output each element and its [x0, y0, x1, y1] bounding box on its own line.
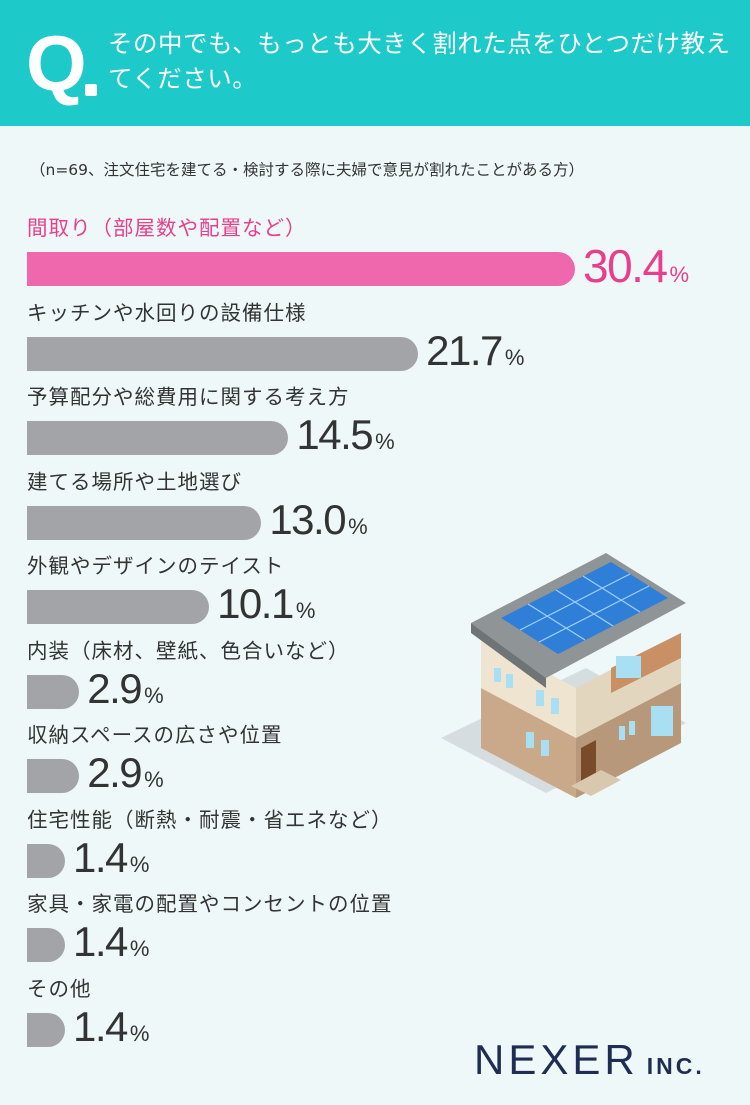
logo-sub: INC.: [646, 1053, 705, 1079]
bar: [27, 336, 419, 371]
value-number: 13.0: [269, 495, 346, 543]
value-unit: %: [129, 851, 150, 877]
value-unit: %: [348, 513, 368, 539]
value-number: 30.4: [583, 240, 668, 292]
value-unit: %: [295, 598, 316, 623]
value-number: 1.4: [73, 833, 128, 881]
bar: [27, 928, 65, 962]
bar-row: 予算配分や総費用に関する考え方 14.5%: [0, 383, 750, 473]
value-unit: %: [129, 936, 150, 961]
value-unit: %: [144, 682, 164, 708]
category-label: 予算配分や総費用に関する考え方: [27, 385, 350, 409]
bar: [27, 252, 575, 286]
value-unit: %: [504, 344, 525, 370]
bar-row: 外観やデザインのテイスト 10.1%: [0, 552, 750, 642]
value-label: 10.1%: [217, 578, 315, 630]
value-label: 14.5%: [296, 409, 394, 461]
bar-row: 建てる場所や土地選び 13.0%: [0, 468, 750, 558]
value-label: 1.4%: [73, 1001, 149, 1053]
category-label: キッチンや水回りの設備仕様: [27, 300, 307, 325]
category-label: 外観やデザインのテイスト: [27, 554, 285, 578]
value-number: 1.4: [73, 1002, 128, 1050]
value-label: 2.9%: [87, 663, 163, 715]
value-label: 2.9%: [87, 747, 163, 799]
value-number: 21.7: [426, 326, 503, 374]
category-label: その他: [27, 976, 92, 1001]
bar: [27, 421, 289, 455]
value-unit: %: [375, 429, 395, 454]
house-illustration: [441, 553, 686, 798]
value-number: 10.1: [217, 580, 294, 627]
q-dot: [85, 84, 97, 96]
bar: [27, 843, 65, 878]
value-unit: %: [129, 1020, 150, 1046]
category-label: 収納スペースの広さや位置: [27, 723, 283, 747]
bar-row: 間取り（部屋数や配置など） 30.4%: [0, 214, 750, 304]
value-number: 14.5: [296, 411, 373, 458]
value-number: 2.9: [87, 664, 142, 712]
value-unit: %: [669, 262, 690, 287]
category-label: 家具・家電の配置やコンセントの位置: [27, 892, 393, 916]
bar: [27, 590, 210, 624]
question-text: その中でも、もっとも大きく割れた点をひとつだけ教えてください。: [108, 29, 731, 93]
nexer-logo: NEXER INC.: [474, 1036, 705, 1084]
q-mark: Q: [26, 19, 87, 107]
question-header: Q その中でも、もっとも大きく割れた点をひとつだけ教えてください。: [0, 0, 750, 126]
category-label: 住宅性能（断熱・耐震・省エネなど）: [27, 807, 393, 832]
sample-note: （n=69、注文住宅を建てる・検討する際に夫婦で意見が割れたことがある方）: [30, 161, 585, 179]
logo-main: NEXER: [474, 1036, 639, 1083]
category-label: 内装（床材、壁紙、色合いなど）: [27, 638, 350, 663]
bar: [27, 759, 80, 793]
value-label: 1.4%: [73, 832, 149, 884]
value-label: 13.0%: [269, 494, 367, 546]
bar-row: 内装（床材、壁紙、色合いなど） 2.9%: [0, 637, 750, 727]
bar: [27, 505, 262, 540]
value-number: 1.4: [73, 918, 128, 965]
bar: [27, 674, 80, 709]
category-label: 建てる場所や土地選び: [27, 469, 242, 494]
bar: [27, 1012, 65, 1047]
value-label: 30.4%: [583, 240, 689, 292]
bar-row: その他 1.4%: [0, 975, 750, 1065]
bar-row: キッチンや水回りの設備仕様 21.7%: [0, 299, 750, 389]
bar-row: 家具・家電の配置やコンセントの位置 1.4%: [0, 890, 750, 980]
category-label: 間取り（部屋数や配置など）: [27, 216, 307, 240]
value-number: 2.9: [87, 749, 142, 796]
bar-row: 住宅性能（断熱・耐震・省エネなど） 1.4%: [0, 806, 750, 896]
value-unit: %: [144, 767, 164, 792]
value-label: 1.4%: [73, 916, 149, 968]
bar-row: 収納スペースの広さや位置 2.9%: [0, 721, 750, 811]
value-label: 21.7%: [426, 325, 524, 377]
